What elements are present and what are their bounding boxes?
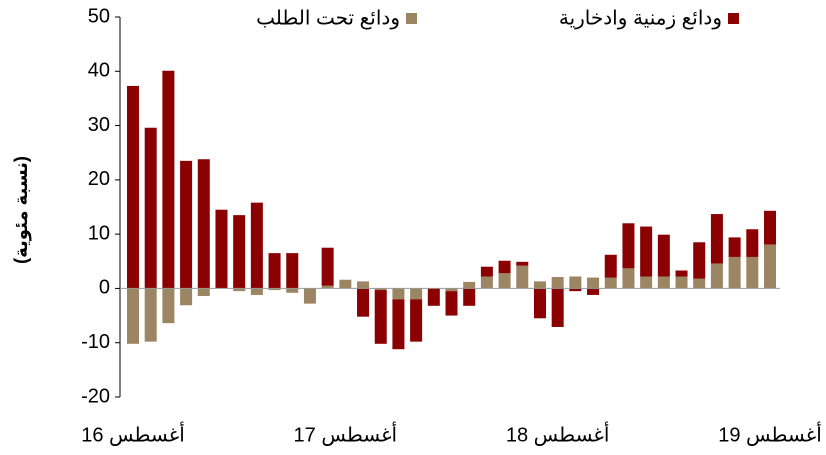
x-tick-label: أغسطس 16	[81, 421, 185, 446]
bar	[640, 276, 653, 289]
bar	[498, 260, 511, 274]
y-tick-label: 50	[88, 5, 110, 27]
bar	[587, 277, 600, 289]
bar	[410, 299, 423, 342]
y-tick-label: 30	[88, 114, 110, 136]
legend-swatch	[406, 13, 417, 24]
bar	[764, 210, 776, 245]
bar	[657, 276, 670, 289]
bar	[303, 288, 316, 304]
bar	[321, 285, 334, 289]
bar	[480, 266, 493, 277]
bar	[445, 291, 458, 316]
bar	[746, 256, 759, 289]
bar	[357, 281, 370, 289]
bar	[286, 253, 299, 289]
bar	[463, 281, 476, 289]
bar	[250, 288, 263, 295]
y-axis-label: (نسبة مئوية)	[11, 156, 32, 264]
bar	[693, 242, 706, 279]
bar	[764, 244, 776, 289]
bar	[233, 288, 246, 292]
bar	[516, 265, 529, 289]
bar	[127, 85, 139, 289]
bar	[463, 288, 476, 306]
bar	[233, 215, 246, 289]
bar	[286, 288, 299, 293]
y-tick-label: 20	[88, 168, 110, 190]
bar	[127, 288, 139, 344]
bar	[321, 247, 334, 286]
bar	[728, 237, 741, 257]
bar	[392, 288, 405, 300]
bar	[144, 288, 157, 342]
bar	[675, 270, 688, 277]
x-tick-label: أغسطس 18	[506, 421, 610, 446]
bar	[215, 209, 228, 289]
bar	[587, 288, 600, 295]
bar	[657, 234, 670, 277]
y-tick-label: 40	[88, 60, 110, 82]
bar	[480, 276, 493, 289]
bar	[551, 288, 564, 327]
bar	[392, 299, 405, 350]
bar	[710, 214, 723, 264]
y-tick-label: 0	[99, 277, 110, 299]
legend-label: ودائع تحت الطلب	[256, 7, 400, 29]
legend-swatch	[728, 13, 739, 24]
y-tick-label: 10	[88, 222, 110, 244]
bar	[498, 273, 511, 289]
bar	[427, 288, 440, 306]
bar	[516, 261, 529, 266]
bar	[693, 278, 706, 289]
bar	[533, 288, 546, 319]
bar	[162, 70, 175, 289]
bar	[410, 288, 423, 300]
bar	[675, 276, 688, 289]
bar	[268, 288, 281, 291]
x-tick-label: أغسطس 17	[294, 421, 398, 446]
y-tick-label: -20	[81, 385, 110, 407]
bar	[445, 288, 458, 292]
bar	[162, 288, 175, 324]
bar	[144, 127, 157, 289]
bar	[197, 159, 210, 289]
bar	[250, 202, 263, 289]
bar	[604, 277, 617, 289]
bar	[604, 254, 617, 278]
bar	[551, 277, 564, 289]
bar	[622, 223, 635, 269]
bar	[622, 268, 635, 289]
legend-label: ودائع زمنية وادخارية	[559, 7, 722, 29]
bar	[339, 279, 352, 289]
bar	[180, 160, 193, 289]
bar	[357, 288, 370, 317]
x-tick-label: أغسطس 19	[718, 421, 822, 446]
bar	[180, 288, 193, 306]
bar	[746, 229, 759, 257]
bar	[197, 288, 210, 297]
bar	[710, 263, 723, 289]
bar	[640, 226, 653, 277]
bar	[569, 288, 582, 292]
bar	[374, 288, 387, 291]
bar	[374, 290, 387, 344]
y-tick-label: -10	[81, 331, 110, 353]
bar	[728, 256, 741, 289]
bar	[268, 253, 281, 289]
bar	[569, 276, 582, 289]
bar	[533, 281, 546, 289]
